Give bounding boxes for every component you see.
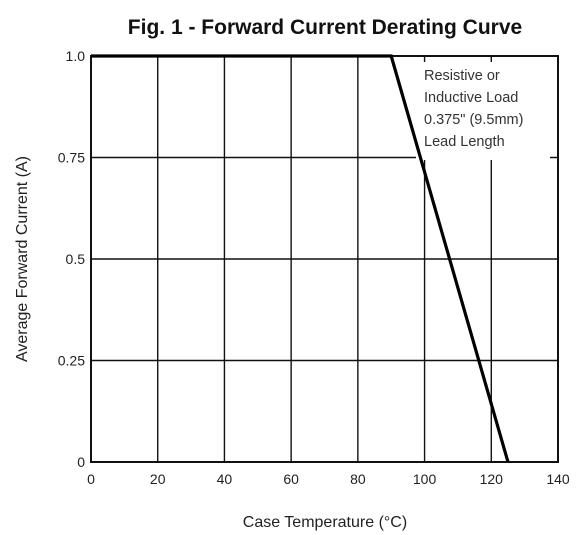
grid-horizontal xyxy=(91,156,558,362)
x-tick-label: 20 xyxy=(150,471,166,487)
x-tick-label: 0 xyxy=(87,471,95,487)
chart-title: Fig. 1 - Forward Current Derating Curve xyxy=(128,16,522,39)
annotation-background xyxy=(416,62,550,160)
annotation-line: Resistive or xyxy=(424,68,500,84)
y-tick-label: 0.5 xyxy=(66,251,86,267)
load-annotation: Resistive or Inductive Load 0.375" (9.5mm)… xyxy=(416,62,550,160)
annotation-line: 0.375" (9.5mm) xyxy=(424,112,523,128)
series-group xyxy=(91,54,510,463)
x-axis-label: Case Temperature (°C) xyxy=(243,514,407,531)
series-line-0 xyxy=(91,54,510,463)
x-tick-label: 60 xyxy=(283,471,299,487)
annotation-line: Inductive Load xyxy=(424,90,518,106)
x-tick-label: 80 xyxy=(350,471,366,487)
y-axis-label: Average Forward Current (A) xyxy=(14,156,31,362)
x-tick-label: 120 xyxy=(480,471,504,487)
y-tick-labels: 0 0.25 0.5 0.75 1.0 xyxy=(58,48,85,470)
x-tick-label: 100 xyxy=(413,471,437,487)
y-tick-label: 0.75 xyxy=(58,150,85,166)
y-tick-label: 0 xyxy=(77,454,85,470)
y-tick-label: 1.0 xyxy=(66,48,86,64)
x-tick-labels: 0 20 40 60 80 100 120 140 xyxy=(87,471,570,487)
x-tick-label: 140 xyxy=(546,471,570,487)
y-tick-label: 0.25 xyxy=(58,353,85,369)
x-tick-label: 40 xyxy=(217,471,233,487)
annotation-line: Lead Length xyxy=(424,134,505,150)
